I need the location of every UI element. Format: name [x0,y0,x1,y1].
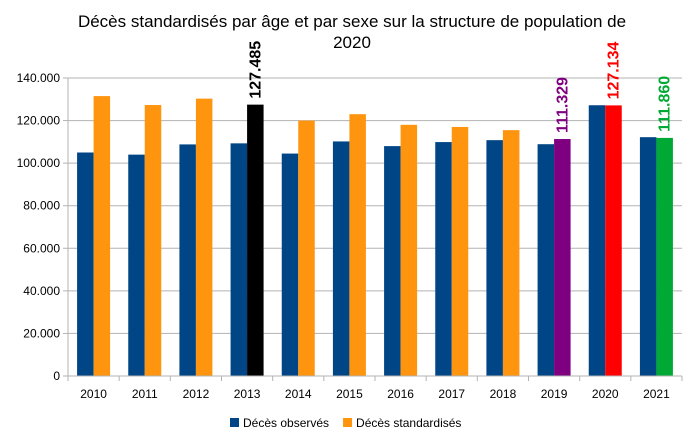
y-tick-label: 40.000 [23,284,60,298]
bar [537,144,555,376]
x-tick-label: 2013 [234,387,261,401]
data-label: 111.329 [554,77,571,133]
bar [435,142,452,376]
data-label: 111.860 [657,76,674,132]
bar [93,96,111,376]
bar [451,126,469,376]
x-axis-ticks: 2010 2011 2012 2013 2014 2015 2016 2017 2018 2019… [67,376,683,401]
x-tick-label: 2020 [592,387,619,401]
bar [179,144,196,376]
legend-swatch [343,418,353,427]
y-tick-label: 0 [53,369,60,383]
y-axis-ticks: 0 20.000 40.000 60.000 80.000 100.000 120.000 1… [17,71,68,383]
data-labels: 127.485 111.329 127.134 111.860 [247,41,673,133]
legend-label: Décès standardisés [356,416,461,430]
x-tick-label: 2018 [490,387,517,401]
bar [502,130,520,376]
chart-title-line2: 2020 [333,33,371,52]
bar [349,114,366,376]
x-tick-label: 2021 [643,387,670,401]
gridlines [68,77,682,377]
bar [588,105,606,376]
y-tick-label: 140.000 [17,71,61,85]
x-tick-label: 2015 [336,387,363,401]
data-label: 127.485 [247,41,264,99]
bar [247,104,264,376]
y-tick-label: 20.000 [23,326,60,340]
x-tick-label: 2016 [387,387,414,401]
bar [486,140,503,376]
x-tick-label: 2017 [438,387,465,401]
legend-label: Décès observés [243,416,329,430]
bar [656,137,673,376]
bar [554,139,571,376]
bar [281,153,299,376]
bar [77,152,94,376]
x-tick-label: 2019 [541,387,568,401]
bar [639,137,657,376]
legend-swatch [230,418,239,427]
y-tick-label: 120.000 [17,114,61,128]
legend: Décès observés Décès standardisés [230,416,461,430]
bar [400,124,418,376]
bars [77,96,673,376]
bar [384,146,401,376]
bar [195,98,213,376]
chart-title: Décès standardisés par âge et par sexe s… [78,12,626,31]
bar [605,105,622,376]
x-tick-label: 2012 [183,387,210,401]
axes [67,78,682,377]
y-tick-label: 60.000 [23,241,60,255]
x-tick-label: 2011 [132,387,158,401]
data-label: 127.134 [606,41,623,99]
x-tick-label: 2010 [80,387,107,401]
x-tick-label: 2014 [285,387,312,401]
bar [332,141,350,376]
bar [298,120,315,376]
bar [144,105,162,376]
bar [230,143,248,376]
y-tick-label: 100.000 [17,156,61,170]
y-tick-label: 80.000 [23,199,60,213]
bar [128,154,145,376]
